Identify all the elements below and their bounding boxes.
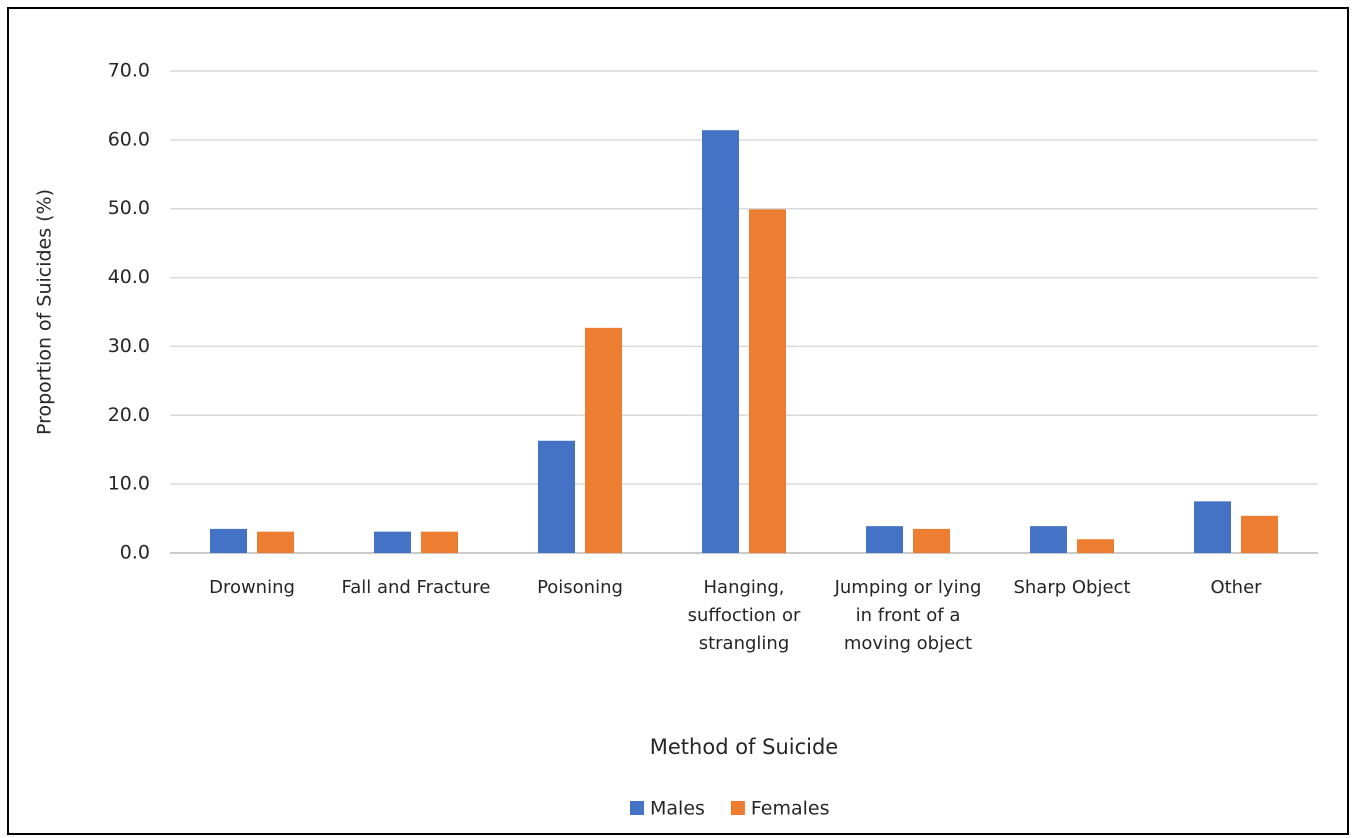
x-tick-label: Sharp Object (1013, 577, 1131, 598)
x-tick-label: Drowning (209, 577, 295, 598)
legend-label: Males (650, 798, 705, 820)
bar (585, 327, 622, 553)
bar (374, 531, 411, 553)
bar (749, 209, 786, 553)
legend-label: Females (751, 798, 830, 820)
y-tick-label: 0.0 (120, 542, 150, 564)
y-tick-label: 70.0 (108, 60, 150, 82)
x-tick-label: Jumping or lying in front of a moving ob… (834, 577, 982, 654)
bar (421, 531, 458, 553)
x-tick-label: Poisoning (537, 577, 623, 598)
chart-frame (7, 7, 1349, 835)
bar (1077, 539, 1114, 553)
bar (913, 528, 950, 553)
y-tick-label: 20.0 (108, 404, 150, 426)
x-axis-title: Method of Suicide (650, 735, 838, 759)
bar (702, 130, 739, 553)
bar (210, 528, 247, 553)
x-tick-label: Other (1210, 577, 1262, 598)
legend-swatch (630, 801, 644, 815)
bar (257, 531, 294, 553)
x-tick-label: Hanging, suffoction or strangling (687, 577, 801, 654)
y-tick-label: 60.0 (108, 128, 150, 150)
legend-swatch (730, 801, 745, 815)
y-axis-title: Proportion of Suicides (%) (34, 189, 56, 435)
y-tick-label: 40.0 (108, 266, 150, 288)
y-tick-label: 10.0 (108, 473, 150, 495)
y-tick-label: 50.0 (108, 197, 150, 219)
bar (866, 526, 903, 553)
y-tick-label: 30.0 (108, 335, 150, 357)
bar (1194, 501, 1231, 553)
bar (1241, 515, 1278, 553)
bar (538, 440, 575, 553)
x-tick-label: Fall and Fracture (341, 577, 491, 598)
bar (1030, 526, 1067, 553)
